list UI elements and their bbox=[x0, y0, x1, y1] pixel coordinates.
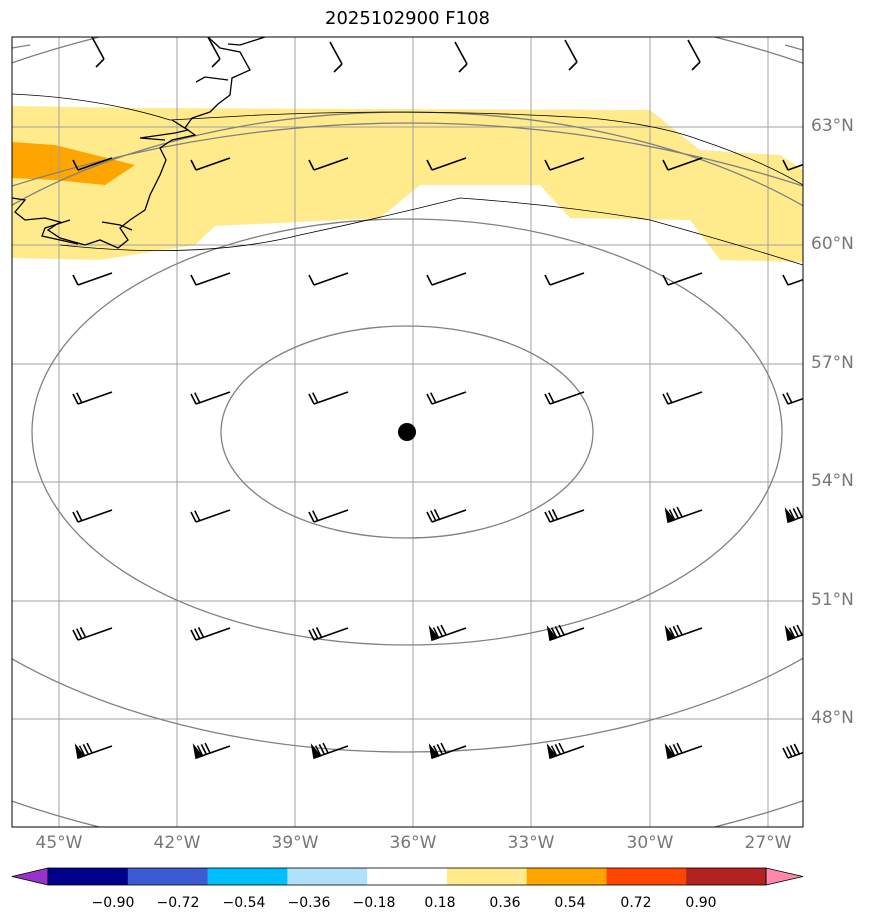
wind-barb bbox=[664, 624, 703, 642]
wind-barb bbox=[687, 39, 701, 71]
wind-barb bbox=[74, 742, 113, 760]
shaded-region-orange bbox=[12, 142, 135, 185]
lat-label-48n: 48°N bbox=[811, 708, 854, 728]
wind-barb bbox=[544, 391, 585, 405]
colorbar-label: −0.18 bbox=[352, 895, 396, 911]
wind-barb bbox=[454, 41, 468, 73]
wind-barb bbox=[428, 624, 467, 642]
wind-barb bbox=[428, 742, 467, 760]
colorbar-arrow-high bbox=[765, 867, 804, 886]
colorbar-label: −0.54 bbox=[222, 895, 266, 911]
colorbar-segment bbox=[446, 868, 528, 885]
colorbar-label: −0.90 bbox=[91, 895, 135, 911]
wind-barb bbox=[564, 39, 578, 71]
wind-barb bbox=[329, 41, 343, 73]
colorbar-segment bbox=[207, 868, 288, 885]
colorbar-label: 0.54 bbox=[554, 895, 586, 911]
lat-label-54n: 54°N bbox=[811, 471, 854, 491]
wind-barb bbox=[426, 509, 467, 523]
coastline bbox=[12, 37, 266, 249]
colorbar-label: 0.90 bbox=[685, 895, 717, 911]
colorbar-label: 0.18 bbox=[424, 895, 456, 911]
lon-label-27w: 27°W bbox=[744, 833, 792, 853]
colorbar-segment bbox=[606, 868, 687, 885]
lat-label-57n: 57°N bbox=[811, 353, 854, 373]
wind-barb bbox=[782, 392, 803, 405]
colorbar-label: −0.72 bbox=[156, 895, 200, 911]
map-title: 2025102900 F108 bbox=[325, 8, 490, 29]
wind-barb bbox=[190, 272, 231, 286]
lon-label-33w: 33°W bbox=[507, 833, 555, 853]
wind-barb bbox=[664, 742, 703, 760]
wind-barb bbox=[308, 157, 349, 171]
wind-barb bbox=[72, 391, 113, 405]
wind-barb bbox=[190, 391, 231, 405]
wind-barb bbox=[544, 157, 585, 171]
storm-center-dot bbox=[398, 423, 416, 441]
shaded-region-light bbox=[12, 106, 803, 262]
wind-barb bbox=[544, 509, 585, 523]
wind-barb bbox=[784, 624, 803, 642]
wind-barb bbox=[426, 272, 467, 286]
contour-inner bbox=[220, 325, 594, 539]
colorbar-label: 0.36 bbox=[489, 895, 521, 911]
wind-barb bbox=[782, 159, 803, 171]
lon-label-42w: 42°W bbox=[153, 833, 201, 853]
contour-middle bbox=[31, 218, 783, 646]
lat-label-63n: 63°N bbox=[811, 116, 854, 136]
wind-barb bbox=[664, 506, 703, 524]
wind-barb bbox=[782, 274, 803, 286]
wind-barb bbox=[662, 391, 703, 405]
lon-label-30w: 30°W bbox=[626, 833, 674, 853]
wind-barb bbox=[310, 742, 349, 760]
lon-label-39w: 39°W bbox=[271, 833, 319, 853]
wind-barb bbox=[426, 157, 467, 171]
colorbar-segment bbox=[686, 868, 767, 885]
wind-barb bbox=[546, 742, 585, 760]
colorbar-segment bbox=[48, 868, 129, 885]
wind-barb bbox=[190, 627, 231, 641]
wind-barb bbox=[207, 37, 221, 68]
wind-barb bbox=[546, 624, 585, 642]
colorbar bbox=[11, 867, 804, 886]
wind-barb bbox=[192, 742, 231, 760]
wind-barb bbox=[72, 157, 113, 171]
contour-north-arc bbox=[12, 122, 803, 187]
wind-barb bbox=[308, 509, 349, 523]
colorbar-segment bbox=[526, 868, 607, 885]
colorbar-arrow-low bbox=[11, 867, 49, 886]
map-frame bbox=[11, 36, 804, 828]
wind-barb bbox=[72, 509, 113, 523]
wind-barb bbox=[784, 506, 803, 524]
lat-label-51n: 51°N bbox=[811, 590, 854, 610]
colorbar-outline bbox=[47, 867, 767, 886]
wind-barb bbox=[662, 272, 703, 286]
wind-barb bbox=[308, 391, 349, 405]
lon-label-36w: 36°W bbox=[389, 833, 437, 853]
lon-label-45w: 45°W bbox=[35, 833, 83, 853]
colorbar-label: −0.36 bbox=[287, 895, 331, 911]
boundary-lines bbox=[12, 93, 803, 266]
wind-barb bbox=[308, 627, 349, 641]
wind-barb bbox=[190, 157, 231, 171]
lat-label-60n: 60°N bbox=[811, 234, 854, 254]
colorbar-label: 0.72 bbox=[620, 895, 652, 911]
wind-barbs bbox=[72, 37, 803, 760]
wind-barb bbox=[662, 157, 703, 171]
colorbar-segment bbox=[127, 868, 209, 885]
wind-barb bbox=[782, 743, 803, 759]
colorbar-segment bbox=[287, 868, 368, 885]
wind-barb bbox=[190, 509, 231, 523]
colorbar-segment bbox=[367, 868, 448, 885]
wind-barb bbox=[72, 627, 113, 641]
wind-barb bbox=[72, 272, 113, 286]
wind-barb bbox=[426, 391, 467, 405]
graticule bbox=[12, 37, 803, 827]
wind-barb bbox=[308, 272, 349, 286]
map-canvas bbox=[11, 36, 804, 828]
wind-barb bbox=[91, 37, 105, 68]
wind-barb bbox=[544, 272, 585, 286]
